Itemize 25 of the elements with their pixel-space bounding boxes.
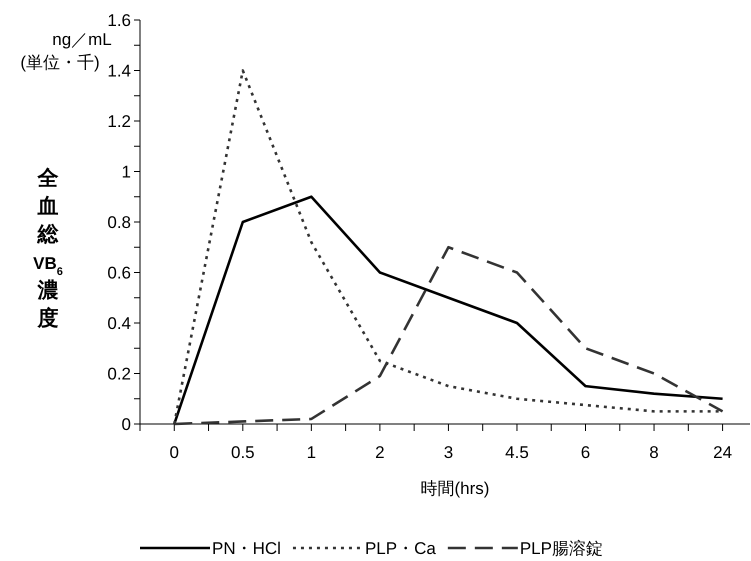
x-axis-title: 時間(hrs) (420, 479, 490, 498)
text: ng／mL (52, 30, 112, 49)
legend-label: PN・HCl (212, 539, 281, 558)
y-tick-label: 1 (122, 162, 131, 182)
x-tick-label: 8 (649, 443, 659, 462)
x-tick-label: 24 (713, 443, 732, 462)
x-tick-label: 2 (375, 443, 385, 462)
x-tick-label: 4.5 (505, 443, 529, 462)
x-tick-label: 3 (444, 443, 454, 462)
x-tick-label: 6 (580, 443, 590, 462)
x-tick-label: 0 (170, 443, 180, 462)
y-tick-label: 1.2 (107, 112, 131, 131)
y-tick-label: 0.8 (107, 213, 131, 232)
y-tick-label: 0.2 (107, 364, 131, 384)
y-tick-label: 0.6 (107, 264, 131, 282)
y-tick-label: 1.6 (107, 11, 131, 30)
x-tick-label: 1 (306, 443, 316, 462)
y-tick-label: 1.4 (107, 62, 131, 80)
legend-label: PLP・Ca (364, 539, 436, 558)
legend-label: PLP腸溶錠 (520, 539, 603, 558)
text: (単位・千) (20, 53, 100, 72)
x-tick-label: 0.5 (230, 443, 255, 462)
y-tick-label: 0.4 (107, 314, 131, 333)
y-tick-label: 0 (122, 415, 131, 434)
ylabel: 全血総VB$_{6}$濃度 (33, 167, 63, 330)
